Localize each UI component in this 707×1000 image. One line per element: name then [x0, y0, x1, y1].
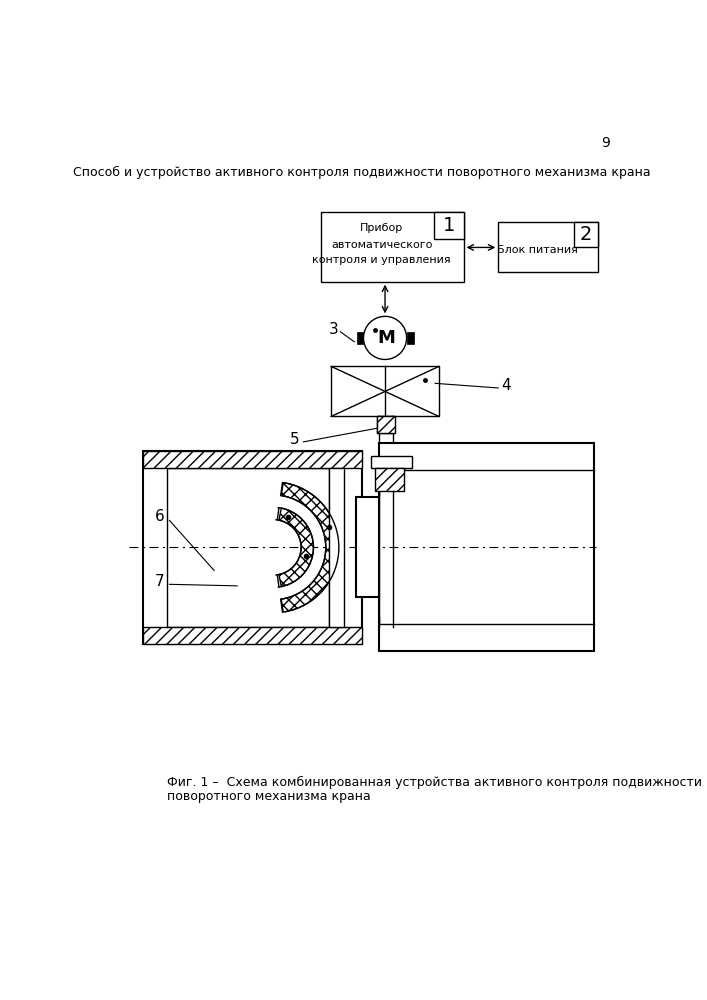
Polygon shape	[143, 451, 362, 468]
Text: 1: 1	[443, 216, 455, 235]
Text: автоматического: автоматического	[331, 240, 432, 250]
Text: Фиг. 1 –  Схема комбинированная устройства активного контроля подвижности: Фиг. 1 – Схема комбинированная устройств…	[167, 776, 702, 789]
Polygon shape	[371, 456, 412, 468]
Polygon shape	[143, 627, 362, 644]
Polygon shape	[573, 222, 598, 247]
Polygon shape	[375, 468, 404, 491]
Text: 3: 3	[329, 322, 339, 337]
Text: 7: 7	[155, 574, 164, 589]
Text: 2: 2	[580, 225, 592, 244]
Text: М: М	[378, 329, 395, 347]
Polygon shape	[167, 468, 329, 627]
Text: 4: 4	[501, 378, 510, 393]
Text: Прибор: Прибор	[360, 223, 403, 233]
Polygon shape	[434, 212, 464, 239]
Text: 9: 9	[602, 136, 610, 150]
Polygon shape	[281, 483, 339, 612]
Polygon shape	[356, 497, 379, 597]
Text: Блок питания: Блок питания	[497, 245, 578, 255]
Polygon shape	[143, 451, 362, 644]
Polygon shape	[279, 508, 313, 587]
Text: Способ и устройство активного контроля подвижности поворотного механизма крана: Способ и устройство активного контроля п…	[73, 166, 650, 179]
Text: поворотного механизма крана: поворотного механизма крана	[167, 790, 371, 803]
Polygon shape	[329, 468, 344, 627]
Polygon shape	[377, 416, 395, 433]
Polygon shape	[378, 416, 395, 433]
Text: контроля и управления: контроля и управления	[312, 255, 451, 265]
Polygon shape	[379, 443, 595, 651]
Polygon shape	[331, 366, 439, 416]
Circle shape	[363, 316, 407, 359]
Polygon shape	[321, 212, 464, 282]
Polygon shape	[356, 332, 363, 344]
Text: 5: 5	[289, 432, 299, 447]
Polygon shape	[407, 332, 414, 344]
Text: 6: 6	[155, 509, 164, 524]
Polygon shape	[498, 222, 598, 272]
